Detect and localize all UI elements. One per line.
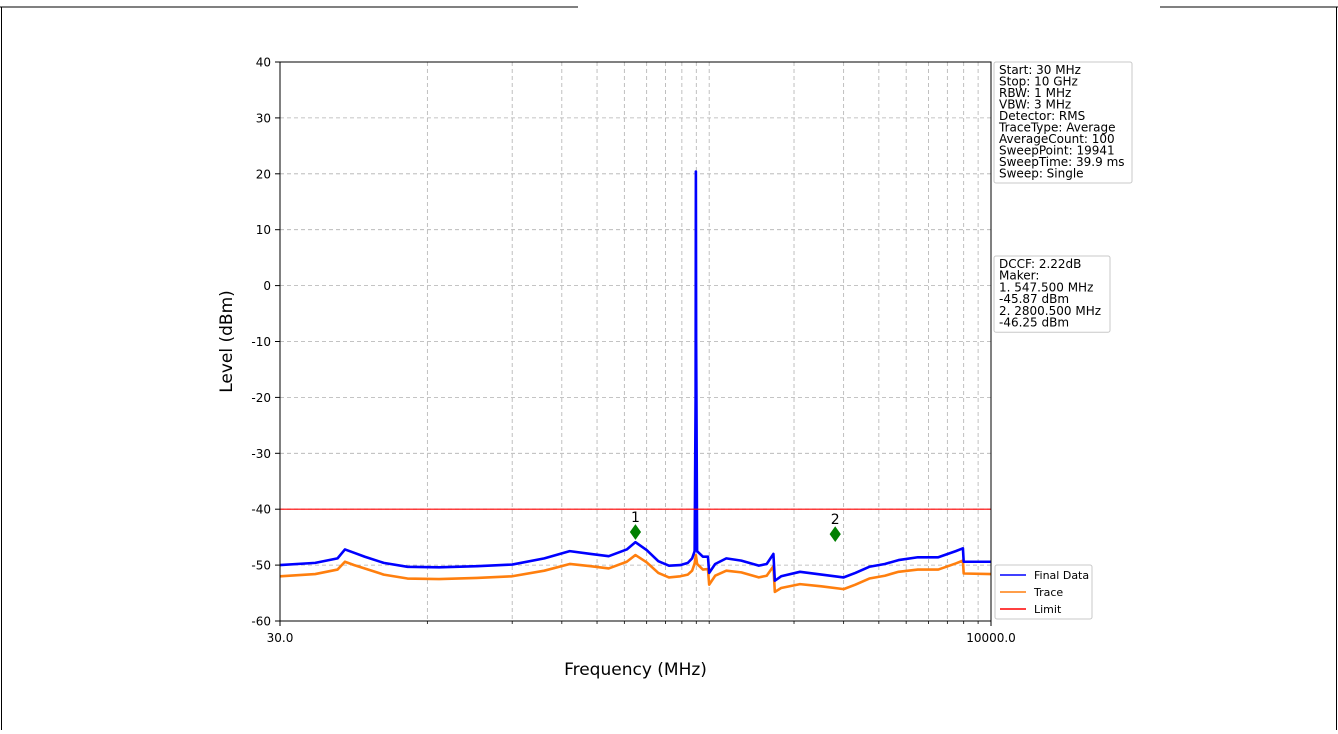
series-line-trace [279, 553, 992, 594]
box-line: SweepTime: 39.9 ms [999, 155, 1125, 169]
box-line: AverageCount: 100 [999, 132, 1115, 146]
box-line: DCCF: 2.22dB [999, 257, 1081, 271]
x-tick-label: 30.0 [267, 631, 294, 645]
marker-label: 2 [831, 512, 840, 528]
legend-label: Trace [1033, 586, 1063, 599]
series-layer [279, 170, 992, 594]
y-axis-label: Level (dBm) [217, 290, 237, 393]
marker-label: 1 [631, 510, 640, 526]
y-tick-label: 0 [263, 279, 271, 293]
x-tick-label: 10000.0 [966, 631, 1016, 645]
y-tick-label: -30 [251, 447, 271, 461]
legend-label: Limit [1034, 603, 1062, 616]
marker-diamond [829, 526, 841, 542]
y-tick-label: -50 [251, 559, 271, 573]
box-line: 1. 547.500 MHz [999, 280, 1093, 294]
legend-frame [994, 564, 1093, 620]
x-axis: 30.0 10000.0 [267, 621, 1016, 645]
y-tick-label: -60 [251, 615, 271, 629]
y-tick-label: -10 [251, 335, 271, 349]
box-line: Start: 30 MHz [999, 63, 1081, 77]
grid-lines [280, 61, 991, 622]
box-frame [993, 255, 1111, 333]
series-line-final-data [279, 170, 991, 583]
y-tick-label: 10 [256, 223, 271, 237]
box-line: Stop: 10 GHz [999, 75, 1078, 89]
box-line: RBW: 1 MHz [999, 86, 1071, 100]
legend: Final Data Trace Limit [994, 564, 1093, 620]
box-line: 2. 2800.500 MHz [999, 304, 1101, 318]
y-tick-label: 40 [256, 56, 271, 70]
x-axis-label: Frequency (MHz) [564, 660, 707, 680]
y-tick-label: -40 [251, 503, 271, 517]
legend-label: Final Data [1034, 569, 1089, 582]
box-line: Detector: RMS [999, 109, 1085, 123]
y-tick-label: 20 [256, 167, 271, 181]
box-line: SweepPoint: 19941 [999, 144, 1115, 158]
box-line: TraceType: Average [998, 121, 1116, 135]
box-line: Sweep: Single [999, 167, 1084, 181]
box-line: -45.87 dBm [999, 292, 1069, 306]
box-line: Maker: [999, 269, 1039, 283]
marker-diamond [629, 524, 642, 540]
y-axis: 40 30 20 10 0 -10 -20 -30 -40 -50 -60 [251, 56, 280, 629]
box-frame [993, 61, 1133, 184]
y-tick-label: 30 [256, 111, 271, 125]
y-tick-label: -20 [251, 391, 271, 405]
box-line: -46.25 dBm [999, 316, 1069, 330]
box-line: VBW: 3 MHz [999, 98, 1071, 112]
